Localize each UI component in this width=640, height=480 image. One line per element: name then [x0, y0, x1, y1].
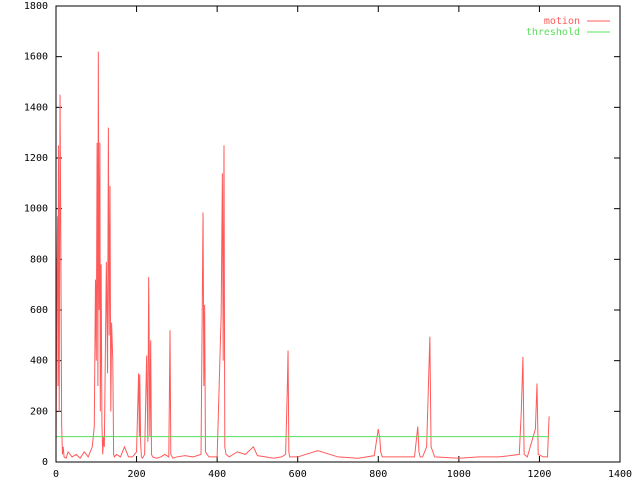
plot-border	[55, 5, 621, 463]
x-tick-label: 400	[208, 469, 226, 480]
x-tick-label: 1400	[608, 469, 632, 480]
x-tick-label: 1200	[527, 469, 551, 480]
x-tick-label: 600	[289, 469, 307, 480]
y-tick-label: 1200	[24, 153, 48, 164]
y-tick-label: 200	[30, 406, 48, 417]
x-tick-label: 0	[53, 469, 59, 480]
y-tick-label: 600	[30, 305, 48, 316]
y-tick-label: 1800	[24, 1, 48, 12]
y-tick-label: 1400	[24, 102, 48, 113]
y-tick-label: 800	[30, 254, 48, 265]
x-tick-label: 800	[369, 469, 387, 480]
y-tick-label: 1000	[24, 204, 48, 215]
y-tick-label: 0	[42, 457, 48, 468]
y-tick-label: 400	[30, 356, 48, 367]
y-tick-label: 1600	[24, 52, 48, 63]
x-tick-label: 200	[128, 469, 146, 480]
x-tick-label: 1000	[447, 469, 471, 480]
legend-label: motion	[544, 16, 580, 27]
legend-label: threshold	[526, 27, 580, 38]
